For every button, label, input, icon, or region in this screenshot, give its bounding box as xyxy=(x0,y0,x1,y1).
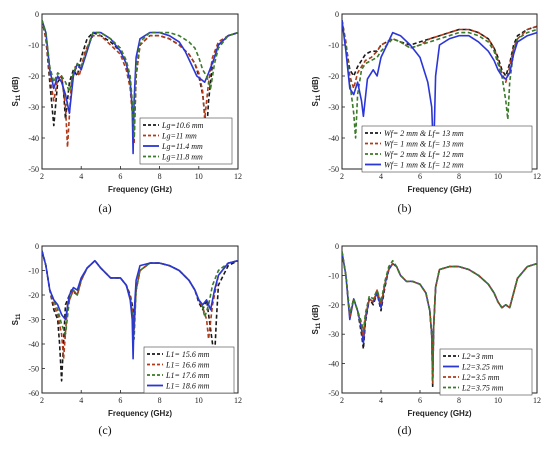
legend-entry: Lg=11.4 mm xyxy=(161,142,203,151)
x-tick-label: 6 xyxy=(418,172,422,181)
legend-entry: L2=3.75 mm xyxy=(461,384,504,393)
y-tick-label: -30 xyxy=(28,103,39,112)
x-tick-label: 10 xyxy=(195,172,203,181)
panel-d: 2 4 6 8 10 12 0 -10 -20 -30 -40 -50 Frequency (GHz) S… xyxy=(311,242,541,437)
legend-box xyxy=(361,125,533,173)
series-line xyxy=(342,20,537,77)
y-tick-label: -20 xyxy=(328,72,339,81)
x-tick-label: 10 xyxy=(494,172,502,181)
legend-entry: L2=3 mm xyxy=(461,352,494,361)
x-tick-label: 10 xyxy=(195,396,203,405)
y-tick-label: 0 xyxy=(35,10,39,19)
plot-frame xyxy=(341,245,538,394)
y-tick-label: -60 xyxy=(28,389,39,398)
legend-entry: Lg=11.8 mm xyxy=(161,153,203,162)
x-tick-label: 8 xyxy=(457,396,461,405)
y-axis-label: S11 (dB) xyxy=(11,76,22,106)
legend-entry: Wf= 1 mm & Lf= 12 mm xyxy=(384,161,464,170)
x-tick-label: 12 xyxy=(533,396,541,405)
y-axis-label: S11 (dB) xyxy=(311,76,322,106)
x-tick-label: 12 xyxy=(533,172,541,181)
y-tick-label: -40 xyxy=(28,340,39,349)
x-axis-label: Frequency (GHz) xyxy=(407,185,471,194)
y-tick-label: -20 xyxy=(28,291,39,300)
legend-entry: Lg=11 mm xyxy=(161,132,197,141)
x-axis-label: Frequency (GHz) xyxy=(108,185,172,194)
legend-entry: L2=3.5 mm xyxy=(461,373,500,382)
legend-entry: L2=3.25 mm xyxy=(461,363,504,372)
panel-b: 2 4 6 8 10 12 0 -10 -20 -30 -40 -50 Frequency (GHz) S… xyxy=(311,10,541,215)
series-line xyxy=(342,20,537,158)
legend-entry: L1= 15.6 mm xyxy=(165,350,210,359)
plot-frame xyxy=(41,13,239,170)
x-tick-label: 2 xyxy=(40,396,44,405)
y-tick-label: -50 xyxy=(28,165,39,174)
x-tick-label: 4 xyxy=(79,396,83,405)
legend-entry: Lg=10.6 mm xyxy=(161,121,204,130)
panel-label: (d) xyxy=(398,423,412,437)
x-axis-label: Frequency (GHz) xyxy=(407,409,471,418)
legend-entry: L1= 18.6 mm xyxy=(165,382,210,391)
y-axis-label: S11 xyxy=(11,313,22,325)
y-axis-label: S11 (dB) xyxy=(311,304,322,334)
x-tick-label: 2 xyxy=(340,396,344,405)
series-line xyxy=(342,20,537,90)
legend: Wf= 2 mm & Lf= 13 mm Wf= 1 mm & Lf= 13 mm… xyxy=(361,125,533,173)
y-tick-label: -50 xyxy=(28,365,39,374)
x-tick-label: 6 xyxy=(118,396,122,405)
x-tick-label: 8 xyxy=(158,172,162,181)
series-line xyxy=(42,19,238,155)
panel-label: (a) xyxy=(98,201,111,215)
panel-c: 2 4 6 8 10 12 0 -10 -20 -30 -40 -50 -60 Frequency (GH… xyxy=(11,242,242,437)
y-tick-label: 0 xyxy=(335,10,339,19)
x-tick-label: 2 xyxy=(40,172,44,181)
x-tick-label: 4 xyxy=(379,396,383,405)
y-tick-label: -30 xyxy=(328,103,339,112)
x-tick-label: 10 xyxy=(494,396,502,405)
series-line xyxy=(42,250,238,360)
series-line xyxy=(342,20,537,139)
y-tick-label: -30 xyxy=(328,330,339,339)
y-tick-label: -40 xyxy=(328,360,339,369)
series-line xyxy=(42,250,238,340)
x-tick-label: 8 xyxy=(457,172,461,181)
y-tick-label: -20 xyxy=(328,301,339,310)
x-tick-label: 4 xyxy=(79,172,83,181)
x-tick-label: 6 xyxy=(418,396,422,405)
legend-entry: L1= 16.6 mm xyxy=(165,361,210,370)
legend-entry: Wf= 2 mm & Lf= 12 mm xyxy=(384,150,464,159)
series-line xyxy=(342,251,537,383)
x-tick-label: 4 xyxy=(379,172,383,181)
y-tick-label: -10 xyxy=(28,41,39,50)
y-tick-label: -40 xyxy=(28,134,39,143)
legend-entry: Wf= 1 mm & Lf= 13 mm xyxy=(384,140,464,149)
legend-entry: Wf= 2 mm & Lf= 13 mm xyxy=(384,129,464,138)
x-tick-label: 2 xyxy=(340,172,344,181)
y-tick-label: -30 xyxy=(28,316,39,325)
x-tick-label: 8 xyxy=(158,396,162,405)
panel-label: (b) xyxy=(398,201,412,215)
y-tick-label: -20 xyxy=(28,72,39,81)
x-tick-label: 6 xyxy=(118,172,122,181)
x-tick-label: 12 xyxy=(234,172,242,181)
x-axis-label: Frequency (GHz) xyxy=(108,409,172,418)
y-tick-label: -10 xyxy=(28,267,39,276)
y-tick-label: -50 xyxy=(328,165,339,174)
y-tick-label: 0 xyxy=(35,242,39,251)
panel-label: (c) xyxy=(98,423,111,437)
y-tick-label: -40 xyxy=(328,134,339,143)
y-tick-label: -10 xyxy=(328,271,339,280)
y-tick-label: -50 xyxy=(328,389,339,398)
legend-entry: L1= 17.6 mm xyxy=(165,371,210,380)
y-tick-label: 0 xyxy=(335,242,339,251)
y-tick-label: -10 xyxy=(328,41,339,50)
x-tick-label: 12 xyxy=(234,396,242,405)
series-line xyxy=(42,19,238,139)
panel-a: 2 4 6 8 10 12 0 -10 -20 -30 -40 -50 Frequency (GHz) S… xyxy=(11,10,242,215)
